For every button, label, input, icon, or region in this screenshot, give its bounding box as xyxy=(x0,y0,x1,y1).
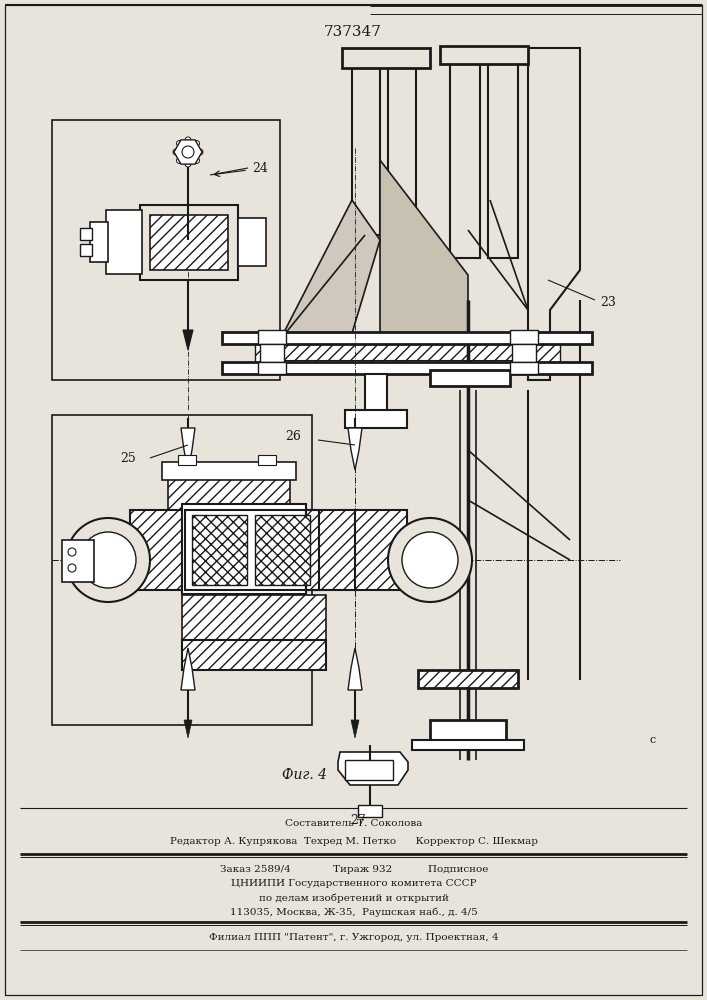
Bar xyxy=(512,344,536,362)
Bar xyxy=(90,222,108,262)
Text: Заказ 2589/4             Тираж 932           Подписное: Заказ 2589/4 Тираж 932 Подписное xyxy=(220,865,489,874)
Circle shape xyxy=(185,161,191,167)
Bar xyxy=(185,510,319,590)
Bar xyxy=(412,740,524,750)
Circle shape xyxy=(194,141,199,147)
Text: 26: 26 xyxy=(285,430,301,444)
Text: 737347: 737347 xyxy=(324,25,382,39)
Bar xyxy=(510,362,538,374)
Bar xyxy=(255,515,310,585)
Bar xyxy=(178,455,196,465)
Text: Составитель Т. Соколова: Составитель Т. Соколова xyxy=(286,820,423,828)
Bar xyxy=(238,218,266,266)
Bar xyxy=(488,48,518,258)
Circle shape xyxy=(197,149,203,155)
Text: 27: 27 xyxy=(350,814,366,826)
Text: 113035, Москва, Ж-35,  Раушская наб., д. 4/5: 113035, Москва, Ж-35, Раушская наб., д. … xyxy=(230,907,478,917)
Circle shape xyxy=(180,144,196,160)
Polygon shape xyxy=(181,648,195,690)
Bar xyxy=(182,595,326,640)
Bar xyxy=(52,120,280,380)
Circle shape xyxy=(173,149,179,155)
Bar xyxy=(352,50,380,235)
Bar xyxy=(140,205,238,280)
Bar xyxy=(345,760,393,780)
Bar xyxy=(258,362,286,374)
Polygon shape xyxy=(280,200,380,340)
Bar xyxy=(407,534,437,584)
Polygon shape xyxy=(181,428,195,470)
Bar xyxy=(418,670,518,688)
Polygon shape xyxy=(338,752,408,785)
Bar xyxy=(182,504,306,594)
Circle shape xyxy=(194,157,199,163)
Bar xyxy=(342,48,430,68)
Circle shape xyxy=(68,548,76,556)
Bar xyxy=(510,330,538,344)
Circle shape xyxy=(182,146,194,158)
Bar xyxy=(345,410,407,428)
Text: Филиал ППП "Патент", г. Ужгород, ул. Проектная, 4: Филиал ППП "Патент", г. Ужгород, ул. Про… xyxy=(209,934,499,942)
Bar xyxy=(75,545,93,573)
Text: c: c xyxy=(650,735,656,745)
Bar xyxy=(430,370,510,386)
Circle shape xyxy=(185,137,191,143)
Bar xyxy=(260,344,284,362)
Bar xyxy=(52,415,312,725)
Circle shape xyxy=(402,532,458,588)
Bar xyxy=(430,720,506,740)
Circle shape xyxy=(177,157,182,163)
Bar xyxy=(255,340,560,362)
Text: ЦНИИПИ Государственного комитета СССР: ЦНИИПИ Государственного комитета СССР xyxy=(231,880,477,888)
Circle shape xyxy=(80,532,136,588)
Bar xyxy=(62,540,94,582)
Bar xyxy=(306,510,358,590)
Bar xyxy=(450,48,480,258)
Bar xyxy=(365,374,387,414)
Circle shape xyxy=(68,564,76,572)
Bar xyxy=(168,470,290,510)
Text: 25: 25 xyxy=(120,452,136,464)
Polygon shape xyxy=(351,720,359,738)
Bar xyxy=(92,550,130,568)
Bar xyxy=(150,215,228,270)
Bar xyxy=(388,50,416,235)
Text: Фиг. 4: Фиг. 4 xyxy=(283,768,327,782)
Polygon shape xyxy=(348,648,362,690)
Polygon shape xyxy=(528,48,580,380)
Bar xyxy=(80,228,92,240)
Circle shape xyxy=(177,141,182,147)
Bar xyxy=(222,362,592,374)
Bar xyxy=(258,455,276,465)
Bar xyxy=(222,332,592,344)
Text: 23: 23 xyxy=(600,296,616,308)
Text: 24: 24 xyxy=(252,161,268,174)
Text: Редактор А. Купрякова  Техред М. Петко      Корректор С. Шекмар: Редактор А. Купрякова Техред М. Петко Ко… xyxy=(170,838,538,846)
Bar xyxy=(106,210,142,274)
Polygon shape xyxy=(348,428,362,470)
Circle shape xyxy=(66,518,150,602)
Bar xyxy=(182,640,326,670)
Bar xyxy=(280,344,535,360)
Polygon shape xyxy=(184,720,192,738)
Bar xyxy=(258,330,286,344)
Bar xyxy=(440,46,528,64)
Bar xyxy=(192,515,247,585)
Bar xyxy=(358,805,382,817)
Bar xyxy=(355,510,407,590)
Polygon shape xyxy=(183,330,193,350)
Bar xyxy=(130,510,182,590)
Polygon shape xyxy=(380,160,468,340)
Bar xyxy=(80,244,92,256)
Circle shape xyxy=(388,518,472,602)
Text: по делам изобретений и открытий: по делам изобретений и открытий xyxy=(259,893,449,903)
Polygon shape xyxy=(174,140,202,164)
Bar xyxy=(162,462,296,480)
